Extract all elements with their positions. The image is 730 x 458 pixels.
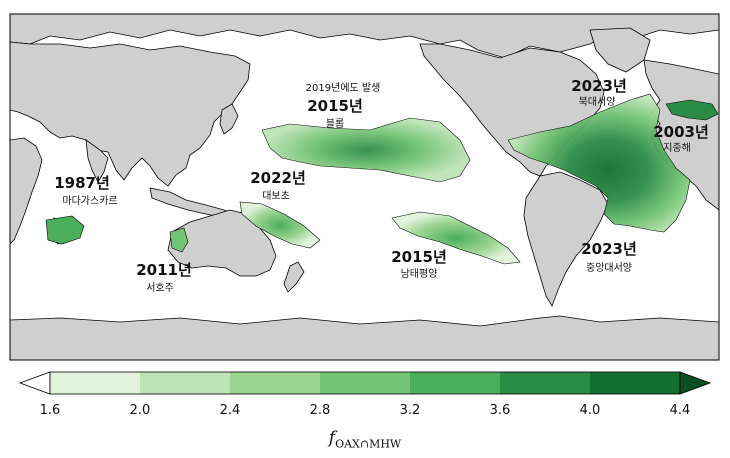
colorbar-over-arrow — [679, 371, 712, 395]
colorbar-tick-label: 3.2 — [399, 403, 421, 418]
colorbar-segment — [590, 372, 681, 394]
label-west-australia-year: 2011년 — [136, 261, 192, 279]
hotspot-north-pacific — [261, 117, 471, 183]
colorbar-segment — [320, 372, 411, 394]
label-madagascar-year: 1987년 — [54, 174, 110, 192]
colorbar-segment — [140, 372, 231, 394]
eurasia-left — [10, 41, 251, 187]
new-zealand — [283, 261, 305, 293]
colorbar-outline — [49, 371, 681, 395]
hotspot-great-barrier — [239, 201, 321, 249]
label-north-atlantic-year: 2023년 — [571, 77, 627, 95]
hotspot-atlantic — [507, 93, 691, 233]
colorbar — [18, 371, 712, 395]
colorbar-under-arrow — [18, 371, 51, 395]
hotspot-madagascar — [45, 215, 85, 245]
label-west-australia-region: 서호주 — [146, 283, 174, 294]
hotspot-layer — [45, 93, 719, 265]
hotspot-mediterranean — [665, 99, 719, 121]
label-central-atlantic-region: 중앙대서양 — [586, 263, 632, 274]
label-madagascar-region: 마다가스카르 — [62, 196, 118, 207]
label-great-barrier-region: 대보초 — [262, 191, 290, 202]
colorbar-tick-label: 2.4 — [219, 403, 241, 418]
colorbar-segment — [500, 372, 591, 394]
colorbar-tick-label: 4.0 — [579, 403, 601, 418]
label-mediterranean-region: 지중해 — [663, 143, 691, 154]
label-blob-region: 블롭 — [325, 119, 345, 130]
africa — [10, 137, 43, 245]
hotspot-west-australia — [169, 227, 189, 253]
colorbar-tick-label: 1.6 — [39, 403, 61, 418]
label-south-pacific-region: 남태평양 — [400, 269, 438, 280]
map-frame — [9, 13, 720, 361]
label-blob-year: 2015년 — [307, 97, 363, 115]
label-great-barrier-year: 2022년 — [250, 169, 306, 187]
greenland — [589, 27, 651, 73]
colorbar-segment — [50, 372, 141, 394]
colorbar-tick-label: 3.6 — [489, 403, 511, 418]
india — [85, 139, 109, 183]
colorbar-tick-label: 2.0 — [129, 403, 151, 418]
south-america — [523, 171, 609, 307]
colorbar-tick-label: 2.8 — [309, 403, 331, 418]
hotspot-south-pacific — [391, 211, 521, 265]
colorbar-segment — [410, 372, 501, 394]
label-mediterranean-year: 2003년 — [653, 123, 709, 141]
label-north-atlantic-region: 북대서양 — [578, 97, 616, 108]
colorbar-title: fOAX∩MHW — [328, 428, 402, 451]
label-south-pacific-year: 2015년 — [391, 248, 447, 266]
label-blob-note: 2019년에도 발생 — [305, 83, 381, 94]
colorbar-tick-label: 4.4 — [669, 403, 691, 418]
antarctica — [10, 315, 719, 360]
australia — [167, 209, 277, 277]
colorbar-segment — [230, 372, 321, 394]
label-central-atlantic-year: 2023년 — [581, 240, 637, 258]
japan — [219, 103, 239, 135]
